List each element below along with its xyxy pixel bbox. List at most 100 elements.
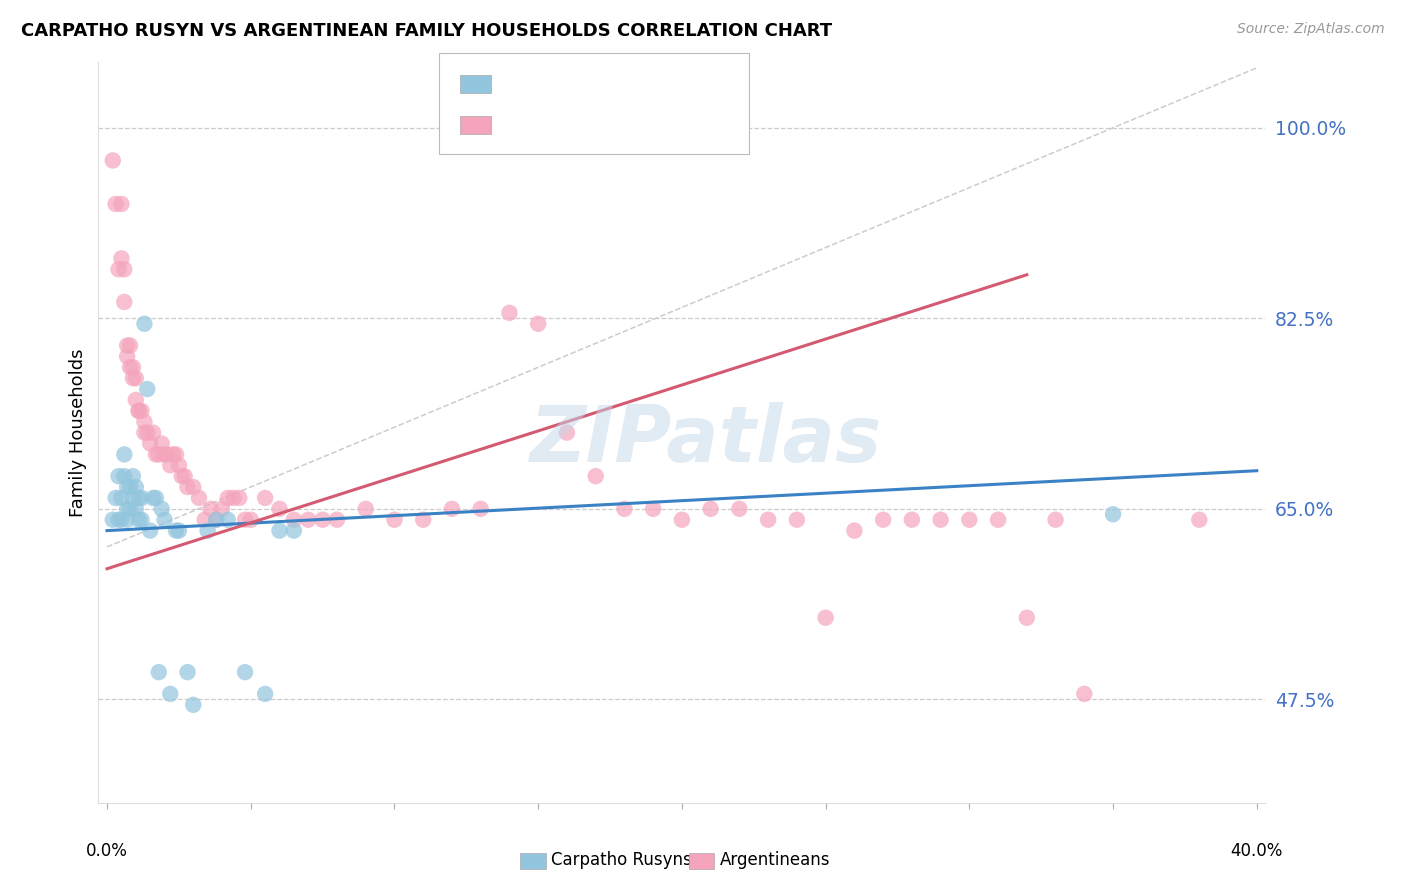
Point (145, 491, 167, 505)
Point (136, 425, 159, 440)
Point (165, 447, 187, 461)
Point (901, 513, 924, 527)
Point (115, 480, 138, 494)
Point (929, 513, 952, 527)
Point (384, 513, 406, 527)
Point (269, 501, 291, 516)
Point (699, 501, 721, 516)
Point (165, 524, 187, 538)
Point (112, 262, 135, 277)
Point (814, 611, 837, 625)
Point (134, 425, 156, 440)
Point (110, 513, 132, 527)
Point (283, 513, 305, 527)
Text: 0.085: 0.085 (537, 75, 595, 93)
Text: 0.0%: 0.0% (86, 842, 128, 860)
Point (872, 513, 894, 527)
Point (1102, 508, 1125, 522)
Y-axis label: Family Households: Family Households (69, 349, 87, 516)
Point (167, 524, 190, 538)
Point (412, 513, 434, 527)
Point (555, 425, 578, 440)
Point (150, 501, 173, 516)
Point (354, 501, 377, 516)
Point (125, 501, 148, 516)
Point (159, 458, 181, 473)
Point (148, 447, 170, 461)
Point (115, 350, 138, 364)
Point (987, 513, 1010, 527)
Text: 42: 42 (643, 75, 668, 93)
Point (131, 513, 153, 527)
Point (470, 501, 492, 516)
Point (134, 415, 156, 429)
Point (297, 513, 319, 527)
Point (269, 524, 291, 538)
Point (311, 513, 333, 527)
Point (498, 306, 520, 320)
Point (131, 491, 153, 505)
Point (1015, 611, 1038, 625)
Point (671, 513, 693, 527)
Point (173, 469, 195, 483)
Point (756, 513, 779, 527)
Point (613, 501, 636, 516)
Text: R =: R = (502, 116, 541, 134)
Point (128, 404, 150, 418)
Point (1073, 687, 1095, 701)
Point (585, 469, 607, 483)
Point (118, 501, 141, 516)
Point (110, 197, 132, 211)
Point (122, 491, 145, 505)
Text: N =: N = (592, 75, 644, 93)
Point (197, 524, 219, 538)
Text: Carpatho Rusyns: Carpatho Rusyns (551, 851, 692, 869)
Point (118, 338, 141, 352)
Point (217, 491, 239, 505)
Point (222, 491, 245, 505)
Point (176, 480, 198, 494)
Point (128, 491, 150, 505)
Point (254, 687, 277, 701)
Point (101, 153, 124, 168)
Point (326, 513, 349, 527)
Point (200, 501, 222, 516)
Point (122, 469, 145, 483)
Point (181, 698, 204, 712)
Point (170, 469, 193, 483)
Point (148, 665, 170, 680)
Point (254, 491, 277, 505)
Text: 0.336: 0.336 (537, 116, 593, 134)
Point (115, 338, 138, 352)
Point (162, 447, 184, 461)
Text: Source: ZipAtlas.com: Source: ZipAtlas.com (1237, 22, 1385, 37)
Point (122, 371, 145, 385)
Point (188, 491, 211, 505)
Point (110, 491, 132, 505)
Point (283, 524, 305, 538)
Point (145, 447, 167, 461)
Point (844, 524, 866, 538)
Point (156, 447, 179, 461)
Point (194, 513, 217, 527)
Text: ZIPatlas: ZIPatlas (529, 402, 882, 478)
Point (112, 469, 135, 483)
Text: CARPATHO RUSYN VS ARGENTINEAN FAMILY HOUSEHOLDS CORRELATION CHART: CARPATHO RUSYN VS ARGENTINEAN FAMILY HOU… (21, 22, 832, 40)
Point (150, 436, 173, 450)
Point (205, 513, 228, 527)
Point (110, 252, 132, 266)
Point (527, 317, 550, 331)
Point (139, 524, 162, 538)
Text: R =: R = (502, 75, 541, 93)
Point (643, 501, 665, 516)
Point (125, 392, 148, 407)
Point (181, 480, 204, 494)
Point (136, 382, 159, 396)
Point (159, 687, 181, 701)
Point (233, 513, 256, 527)
Point (139, 436, 162, 450)
Point (957, 513, 980, 527)
Point (122, 360, 145, 375)
Point (142, 425, 165, 440)
Point (239, 513, 262, 527)
